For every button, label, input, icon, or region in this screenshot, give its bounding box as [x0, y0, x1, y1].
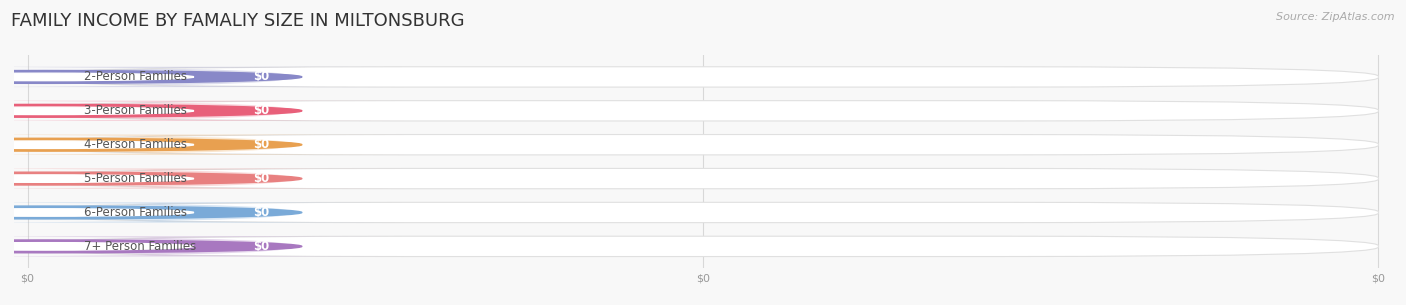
- Circle shape: [0, 70, 302, 83]
- Circle shape: [0, 107, 194, 115]
- Circle shape: [0, 172, 302, 185]
- Circle shape: [0, 206, 302, 219]
- FancyBboxPatch shape: [0, 202, 406, 223]
- Text: 2-Person Families: 2-Person Families: [84, 70, 187, 84]
- FancyBboxPatch shape: [0, 101, 406, 121]
- Text: 6-Person Families: 6-Person Families: [84, 206, 187, 219]
- FancyBboxPatch shape: [28, 67, 1378, 87]
- Circle shape: [0, 175, 194, 182]
- Text: $0: $0: [253, 206, 270, 219]
- FancyBboxPatch shape: [28, 236, 1378, 257]
- FancyBboxPatch shape: [28, 101, 1378, 121]
- Circle shape: [0, 73, 194, 81]
- Circle shape: [0, 243, 194, 250]
- Text: $0: $0: [253, 240, 270, 253]
- Circle shape: [0, 240, 302, 253]
- Text: $0: $0: [253, 138, 270, 151]
- FancyBboxPatch shape: [0, 135, 406, 155]
- Circle shape: [0, 209, 194, 216]
- FancyBboxPatch shape: [0, 236, 406, 257]
- Text: 3-Person Families: 3-Person Families: [84, 104, 187, 117]
- Circle shape: [0, 141, 194, 149]
- FancyBboxPatch shape: [0, 168, 406, 189]
- Text: $0: $0: [253, 70, 270, 84]
- FancyBboxPatch shape: [28, 202, 1378, 223]
- Text: Source: ZipAtlas.com: Source: ZipAtlas.com: [1277, 12, 1395, 22]
- Text: 5-Person Families: 5-Person Families: [84, 172, 187, 185]
- FancyBboxPatch shape: [0, 67, 406, 87]
- Text: $0: $0: [253, 104, 270, 117]
- Circle shape: [0, 104, 302, 117]
- Text: 7+ Person Families: 7+ Person Families: [84, 240, 197, 253]
- FancyBboxPatch shape: [28, 168, 1378, 189]
- Text: FAMILY INCOME BY FAMALIY SIZE IN MILTONSBURG: FAMILY INCOME BY FAMALIY SIZE IN MILTONS…: [11, 12, 465, 30]
- FancyBboxPatch shape: [28, 135, 1378, 155]
- Text: $0: $0: [253, 172, 270, 185]
- Circle shape: [0, 138, 302, 151]
- Text: 4-Person Families: 4-Person Families: [84, 138, 187, 151]
